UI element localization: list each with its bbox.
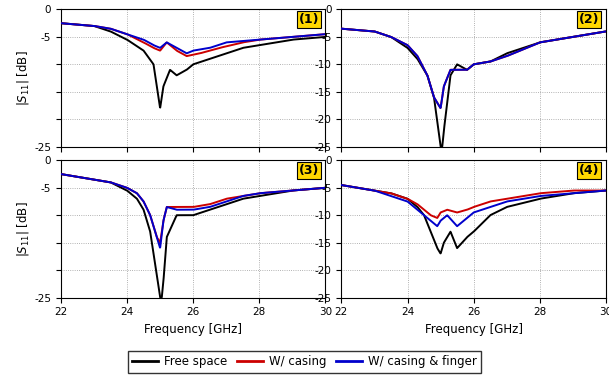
Y-axis label: $|S_{11}|$ [dB]: $|S_{11}|$ [dB] bbox=[15, 201, 32, 257]
X-axis label: Frequency [GHz]: Frequency [GHz] bbox=[424, 323, 523, 336]
Text: (2): (2) bbox=[579, 13, 599, 26]
X-axis label: Frequency [GHz]: Frequency [GHz] bbox=[144, 323, 242, 336]
Text: (4): (4) bbox=[579, 164, 599, 177]
Legend: Free space, W/ casing, W/ casing & finger: Free space, W/ casing, W/ casing & finge… bbox=[128, 351, 481, 373]
Text: (3): (3) bbox=[298, 164, 319, 177]
Text: (1): (1) bbox=[298, 13, 319, 26]
Y-axis label: $|S_{11}|$ [dB]: $|S_{11}|$ [dB] bbox=[15, 50, 32, 106]
